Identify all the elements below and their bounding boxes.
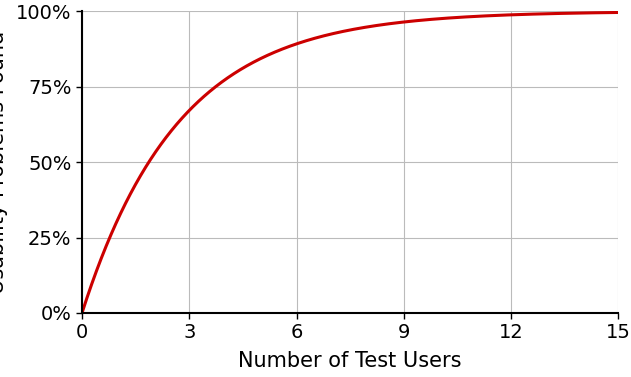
Y-axis label: Usability Problems Found: Usability Problems Found [0, 31, 8, 294]
X-axis label: Number of Test Users: Number of Test Users [239, 351, 462, 371]
